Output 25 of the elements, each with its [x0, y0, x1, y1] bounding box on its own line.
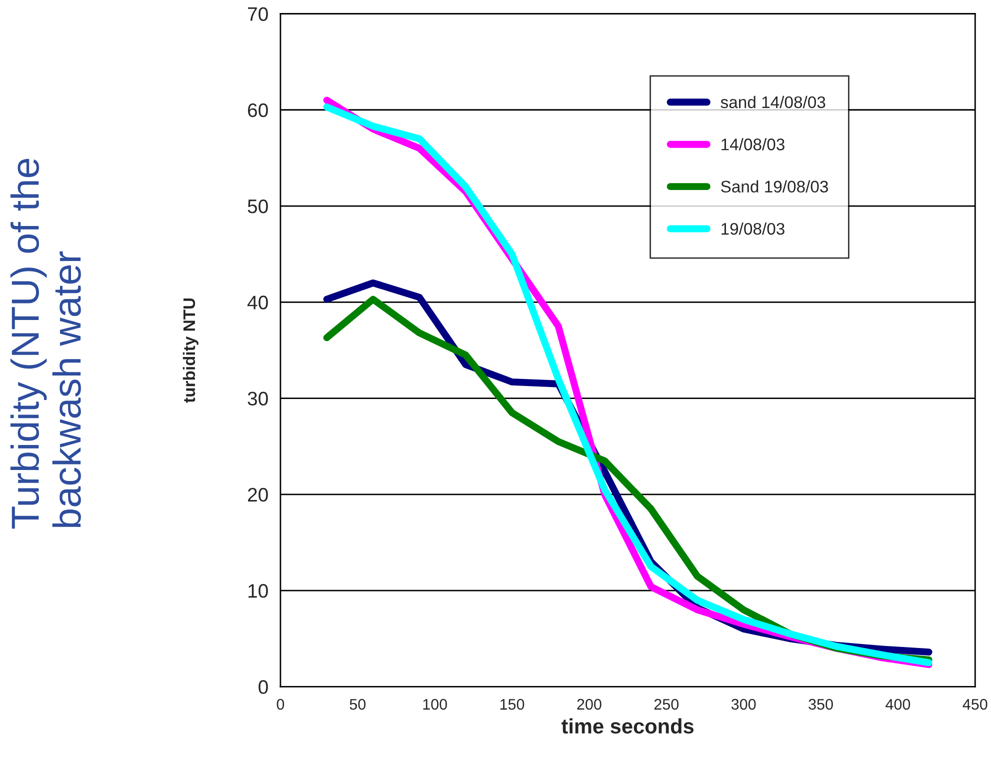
y-tick-label: 20 [248, 488, 268, 502]
x-tick-label: 450 [962, 698, 988, 710]
x-tick-label: 350 [808, 698, 833, 710]
x-tick-label: 200 [577, 698, 602, 710]
x-tick-label: 50 [350, 698, 366, 710]
x-tick-label: 150 [500, 698, 524, 710]
legend-label: 19/08/03 [722, 222, 784, 235]
y-tick-label: 50 [248, 199, 268, 214]
y-tick-label: 10 [248, 584, 268, 598]
legend-label: Sand 19/08/03 [721, 180, 828, 193]
x-axis-title: time seconds [561, 718, 694, 734]
y-tick-label: 60 [248, 103, 268, 118]
y-axis-title: turbidity NTU [182, 298, 198, 403]
x-tick-label: 400 [886, 698, 910, 710]
legend-label: 14/08/03 [722, 138, 784, 150]
legend-label: sand 14/08/03 [720, 96, 826, 108]
x-tick-label: 250 [654, 698, 679, 710]
text: Turbidity (NTU) of the backwash water [10, 158, 81, 529]
x-tick-label: 0 [276, 698, 284, 710]
y-tick-label: 30 [248, 392, 268, 406]
y-tick-label: 70 [248, 7, 268, 21]
x-tick-label: 100 [423, 698, 447, 710]
y-tick-label: 0 [258, 680, 268, 694]
x-tick-label: 300 [731, 698, 756, 710]
y-tick-label: 40 [247, 296, 268, 310]
